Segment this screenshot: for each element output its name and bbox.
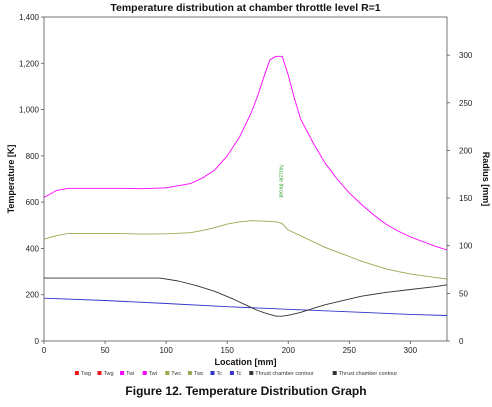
legend-label: Tc bbox=[236, 371, 242, 377]
legend-swatch bbox=[187, 371, 192, 375]
series-line-1 bbox=[43, 55, 448, 251]
annotations: Nozzle throat bbox=[278, 165, 284, 198]
plot-frame bbox=[43, 16, 448, 342]
x-tick-label: 200 bbox=[282, 346, 296, 355]
legend-swatch bbox=[165, 371, 170, 375]
x-tick-label: 0 bbox=[42, 346, 47, 355]
y-tick-label: 1,200 bbox=[19, 59, 40, 68]
series-line-3 bbox=[43, 297, 448, 316]
x-tick-label: 100 bbox=[159, 346, 173, 355]
chart-title: Temperature distribution at chamber thro… bbox=[110, 2, 380, 14]
legend: Twg Twg Twi Twi Twc Twc Tc Tc Thrust chamber con… bbox=[74, 371, 398, 377]
y2-tick-label: 150 bbox=[459, 194, 473, 203]
series-line-4 bbox=[44, 277, 448, 317]
y-tick-label: 1,000 bbox=[19, 106, 40, 115]
legend-label: Thrust chamber contour bbox=[339, 371, 398, 377]
legend-swatch bbox=[142, 371, 147, 375]
legend-label: Twc bbox=[194, 371, 204, 377]
legend-swatch bbox=[74, 371, 79, 375]
x-tick-label: 50 bbox=[101, 346, 110, 355]
legend-label: Tc bbox=[217, 371, 223, 377]
legend-swatch bbox=[210, 371, 215, 375]
legend-label: Twi bbox=[149, 371, 157, 377]
legend-swatch bbox=[332, 371, 337, 375]
chart: Temperature distribution at chamber thro… bbox=[6, 2, 491, 377]
y-axis-label: Temperature [K] bbox=[6, 145, 16, 214]
legend-label: Thrust chamber contour bbox=[255, 371, 314, 377]
y2-tick-label: 300 bbox=[459, 51, 473, 60]
legend-label: Twc bbox=[171, 371, 181, 377]
legend-swatch bbox=[249, 371, 254, 375]
x-axis: 0 50 100 150 200 250 300 bbox=[42, 341, 418, 355]
y2-tick-label: 100 bbox=[459, 242, 473, 251]
legend-label: Twg bbox=[81, 371, 91, 377]
series-line-2 bbox=[43, 220, 448, 280]
x-tick-label: 250 bbox=[343, 346, 357, 355]
y-tick-label: 800 bbox=[26, 152, 40, 161]
y-tick-label: 600 bbox=[26, 198, 40, 207]
y-tick-label: 400 bbox=[26, 244, 40, 253]
legend-swatch bbox=[97, 371, 102, 375]
y-axis-right: 0 50 100 150 200 250 300 bbox=[447, 51, 473, 346]
x-tick-label: 150 bbox=[221, 346, 235, 355]
legend-swatch bbox=[229, 371, 234, 375]
y-axis-left: 0 200 400 600 800 1,000 1,200 1,400 bbox=[19, 13, 44, 346]
y-tick-label: 200 bbox=[26, 291, 40, 300]
y2-tick-label: 200 bbox=[459, 146, 473, 155]
y2-tick-label: 50 bbox=[459, 289, 468, 298]
y-tick-label: 0 bbox=[35, 337, 40, 346]
legend-swatch bbox=[120, 371, 125, 375]
x-axis-label: Location [mm] bbox=[215, 357, 277, 367]
x-tick-label: 300 bbox=[404, 346, 418, 355]
y2-tick-label: 250 bbox=[459, 99, 473, 108]
y-tick-label: 1,400 bbox=[19, 13, 40, 22]
figure-caption: Figure 12. Temperature Distribution Grap… bbox=[125, 384, 367, 398]
y2-axis-label: Radius [mm] bbox=[481, 152, 491, 207]
annotation-nozzle-throat: Nozzle throat bbox=[278, 165, 284, 198]
legend-label: Twg bbox=[104, 371, 114, 377]
legend-label: Twi bbox=[126, 371, 134, 377]
y2-tick-label: 0 bbox=[459, 337, 464, 346]
series-layer bbox=[43, 55, 448, 317]
